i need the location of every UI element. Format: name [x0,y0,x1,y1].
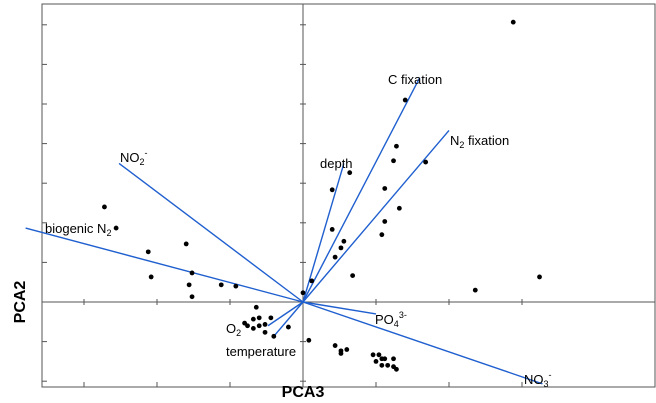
data-point [306,337,312,343]
data-point [332,254,338,260]
data-point [262,322,268,327]
data-point [113,225,119,231]
sample-points [102,19,542,372]
vector-depth [302,163,345,303]
vector-po4 [302,301,377,315]
data-point [394,366,399,372]
loading-vectors [25,77,543,385]
x-axis-label: PCA3 [282,384,325,401]
data-point [329,227,335,232]
data-point [233,283,239,289]
data-point [382,356,388,362]
plot-border [41,3,656,388]
data-point [344,347,350,352]
vector-temperature [273,301,304,337]
data-point [309,278,315,284]
vector-label-n2-fixation: N2 fixation [450,133,509,150]
vector-label-depth: depth [320,156,353,171]
data-point [373,359,379,364]
data-point [102,204,107,210]
data-point [332,343,338,348]
data-point [183,241,189,247]
vector-label-temperature: temperature [226,344,296,359]
vector-no3 [302,301,543,385]
vector-label-o2: O2 [226,321,241,338]
data-point [250,316,256,322]
y-axis-label: PCA2 [12,281,29,324]
data-point [338,245,344,251]
data-point [394,143,399,149]
data-point [148,274,154,280]
vector-o2 [267,301,304,327]
data-point [145,249,151,255]
data-point [218,282,224,288]
data-point [262,329,268,335]
data-point [245,323,250,329]
data-point [300,290,306,296]
plot-frame [41,3,656,388]
vector-c-fixation [302,77,421,303]
data-point [376,352,382,358]
data-point [537,274,542,280]
data-point [379,362,385,368]
data-point [472,287,478,293]
data-point [256,323,262,329]
data-point [256,315,262,321]
data-point [385,362,391,368]
data-point [391,158,396,164]
vector-biogenic-n2 [25,227,304,303]
vector-no2 [118,162,304,303]
vector-label-biogenic-n2: biogenic N2 [45,221,111,238]
data-point [186,282,192,288]
vector-labels: C fixation N2 fixation depth NO2- biogenic N… [45,72,552,389]
data-point [382,186,388,191]
data-point [338,351,344,356]
data-point [396,205,402,211]
data-point [510,19,516,25]
data-point [402,97,408,103]
vector-label-po4: PO43- [375,310,407,329]
data-point [329,187,335,193]
data-point [253,304,259,310]
data-point [347,170,353,176]
data-point [379,232,385,238]
data-point [250,326,256,331]
vector-label-c-fixation: C fixation [388,72,442,87]
data-point [382,219,388,224]
vector-label-no2: NO2- [120,148,148,167]
data-point [391,356,396,362]
data-point [286,324,291,330]
data-point [268,315,274,321]
vector-n2-fixation [302,129,450,303]
data-point [341,238,347,244]
data-point [350,273,356,278]
data-point [423,159,429,165]
data-point [189,270,195,276]
vector-label-no3: NO3- [524,370,552,389]
data-point [189,294,195,300]
data-point [271,333,277,339]
data-point [370,352,376,358]
